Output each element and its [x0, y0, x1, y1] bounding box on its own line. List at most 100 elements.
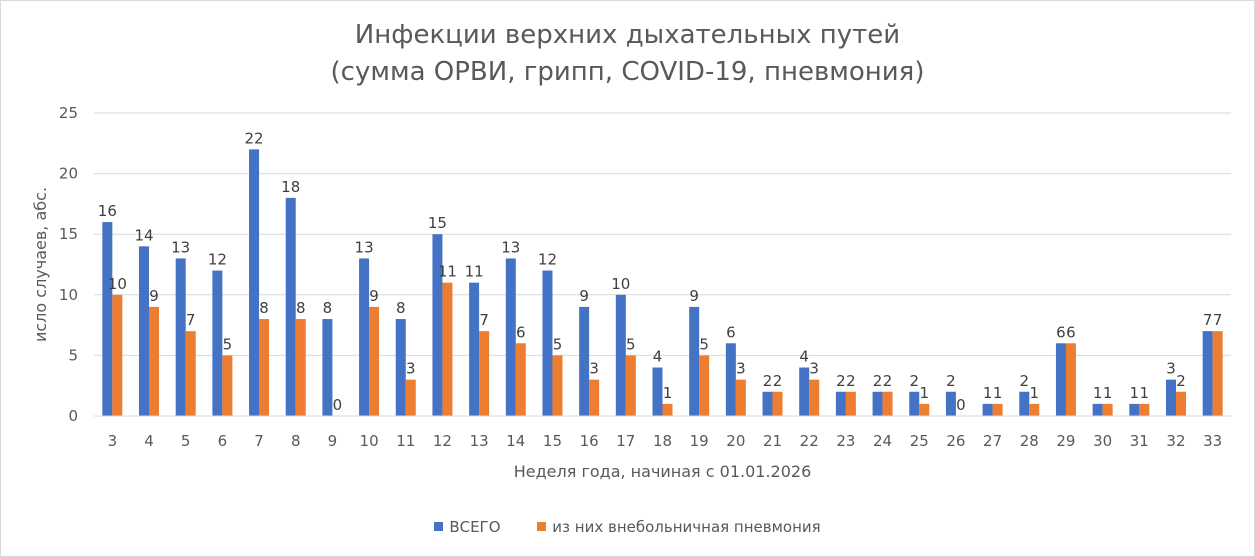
data-label-total: 1	[1093, 384, 1103, 402]
x-tick-label: 13	[470, 432, 489, 450]
bar-total	[139, 246, 150, 416]
data-label-pneumonia: 3	[809, 360, 819, 378]
data-label-total: 7	[1203, 311, 1213, 329]
bar-pneumonia	[112, 294, 123, 416]
bar-total	[1092, 403, 1103, 416]
bar-total	[579, 306, 590, 416]
bar-total	[1129, 403, 1140, 416]
data-label-total: 18	[281, 178, 300, 196]
y-tick-label: 15	[59, 225, 78, 243]
x-tick-label: 3	[108, 432, 118, 450]
bar-total	[909, 391, 920, 416]
data-label-total: 4	[799, 348, 809, 366]
y-tick-label: 25	[59, 104, 78, 122]
bar-pneumonia	[992, 403, 1003, 416]
x-tick-label: 5	[181, 432, 191, 450]
data-label-pneumonia: 3	[589, 360, 599, 378]
data-label-pneumonia: 0	[333, 396, 343, 414]
data-label-total: 1	[1130, 384, 1140, 402]
data-label-pneumonia: 1	[993, 384, 1003, 402]
data-label-pneumonia: 1	[919, 384, 929, 402]
data-label-total: 22	[245, 129, 264, 147]
chart-title-line1: Инфекции верхних дыхательных путей	[354, 20, 901, 50]
x-tick-label: 30	[1093, 432, 1112, 450]
bar-pneumonia	[1102, 403, 1113, 416]
data-label-pneumonia: 5	[223, 335, 233, 353]
data-label-total: 15	[428, 214, 447, 232]
data-label-total: 10	[611, 275, 630, 293]
data-label-pneumonia: 6	[516, 323, 526, 341]
bar-total	[1019, 391, 1030, 416]
data-label-total: 14	[134, 226, 153, 244]
bar-total	[322, 319, 333, 416]
y-axis-title: исло случаев, абс.	[31, 187, 50, 342]
data-label-pneumonia: 8	[296, 299, 306, 317]
bar-pneumonia	[809, 379, 820, 416]
data-label-total: 1	[983, 384, 993, 402]
data-label-pneumonia: 7	[479, 311, 489, 329]
x-tick-label: 8	[291, 432, 301, 450]
x-axis-title: Неделя года, начиная с 01.01.2026	[514, 462, 812, 481]
data-label-total: 2	[873, 372, 883, 390]
bar-pneumonia	[845, 391, 856, 416]
bar-pneumonia	[1029, 403, 1040, 416]
x-tick-label: 25	[910, 432, 929, 450]
bar-total	[1055, 343, 1066, 416]
x-tick-label: 10	[360, 432, 379, 450]
bar-total	[689, 306, 700, 416]
data-label-total: 6	[726, 323, 736, 341]
data-label-pneumonia: 5	[553, 335, 563, 353]
x-tick-label: 14	[506, 432, 525, 450]
data-label-total: 13	[355, 238, 374, 256]
bar-total	[249, 149, 260, 417]
data-label-total: 8	[323, 299, 333, 317]
x-tick-label: 22	[800, 432, 819, 450]
bar-pneumonia	[919, 403, 930, 416]
y-tick-label: 20	[59, 165, 78, 183]
bar-pneumonia	[662, 403, 673, 416]
data-label-pneumonia: 11	[438, 263, 457, 281]
legend-swatch-total	[434, 522, 444, 531]
x-tick-label: 19	[690, 432, 709, 450]
bar-total	[359, 258, 370, 416]
data-label-total: 9	[689, 287, 699, 305]
bar-pneumonia	[149, 306, 160, 416]
x-tick-label: 4	[144, 432, 154, 450]
data-label-total: 9	[579, 287, 589, 305]
bar-pneumonia	[222, 355, 233, 416]
data-label-total: 2	[836, 372, 846, 390]
bar-total	[652, 367, 663, 416]
x-tick-label: 18	[653, 432, 672, 450]
y-tick-label: 10	[59, 286, 78, 304]
x-tick-label: 9	[328, 432, 338, 450]
data-label-pneumonia: 1	[1103, 384, 1113, 402]
data-label-total: 12	[208, 251, 227, 269]
bar-total	[872, 391, 883, 416]
data-label-pneumonia: 6	[1066, 323, 1076, 341]
x-tick-label: 23	[836, 432, 855, 450]
bar-total	[285, 197, 296, 416]
bar-pneumonia	[405, 379, 416, 416]
legend: ВСЕГО из них внебольничная пневмония	[0, 517, 1255, 536]
x-tick-label: 6	[218, 432, 228, 450]
y-tick-label: 0	[68, 407, 78, 425]
bar-pneumonia	[589, 379, 600, 416]
bar-pneumonia	[699, 355, 710, 416]
bar-total	[505, 258, 516, 416]
bar-total	[1165, 379, 1176, 416]
data-label-total: 2	[946, 372, 956, 390]
data-label-pneumonia: 7	[1213, 311, 1223, 329]
bar-total	[799, 367, 810, 416]
bar-total	[1202, 331, 1213, 416]
data-label-pneumonia: 7	[186, 311, 196, 329]
bar-pneumonia	[1175, 391, 1186, 416]
x-tick-label: 21	[763, 432, 782, 450]
bar-total	[762, 391, 773, 416]
bar-total	[175, 258, 186, 416]
data-label-total: 2	[1020, 372, 1030, 390]
data-label-pneumonia: 0	[956, 396, 966, 414]
bar-pneumonia	[882, 391, 893, 416]
data-label-total: 16	[98, 202, 117, 220]
data-label-total: 2	[763, 372, 773, 390]
